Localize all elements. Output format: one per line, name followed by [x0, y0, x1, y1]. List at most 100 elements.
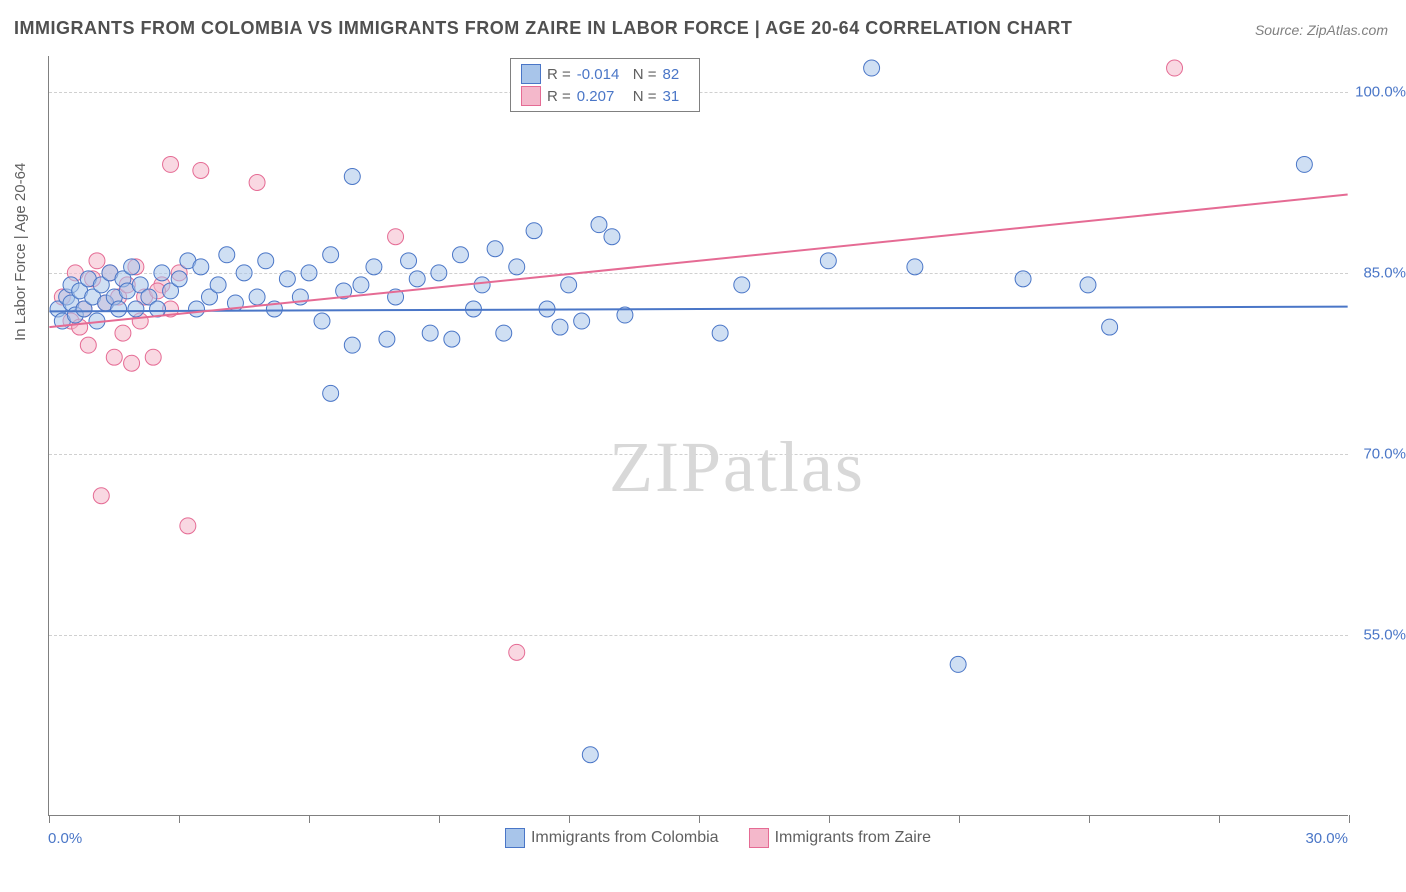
data-point [401, 253, 417, 269]
data-point [171, 271, 187, 287]
data-point [128, 301, 144, 317]
x-tick [439, 815, 440, 823]
data-point [444, 331, 460, 347]
x-tick [49, 815, 50, 823]
data-point [80, 337, 96, 353]
legend-swatch [521, 86, 541, 106]
x-tick [1349, 815, 1350, 823]
data-point [366, 259, 382, 275]
data-point [820, 253, 836, 269]
legend-row: R = 0.207 N = 31 [521, 85, 689, 107]
data-point [431, 265, 447, 281]
x-tick [179, 815, 180, 823]
data-point [154, 265, 170, 281]
plot-area: ZIPatlas 100.0%85.0%70.0%55.0% [48, 56, 1348, 816]
data-point [145, 349, 161, 365]
data-point [314, 313, 330, 329]
data-point [582, 747, 598, 763]
data-point [258, 253, 274, 269]
legend-n-label: N = [633, 66, 657, 83]
data-point [124, 259, 140, 275]
data-point [379, 331, 395, 347]
data-point [1102, 319, 1118, 335]
data-point [193, 259, 209, 275]
data-point [409, 271, 425, 287]
data-point [1167, 60, 1183, 76]
data-point [734, 277, 750, 293]
x-tick [1089, 815, 1090, 823]
legend-swatch [749, 828, 769, 848]
data-point [189, 301, 205, 317]
data-point [388, 229, 404, 245]
x-tick [829, 815, 830, 823]
data-point [474, 277, 490, 293]
data-point [193, 162, 209, 178]
data-point [89, 253, 105, 269]
y-tick-label: 70.0% [1363, 446, 1406, 463]
data-point [1015, 271, 1031, 287]
data-point [236, 265, 252, 281]
data-point [452, 247, 468, 263]
data-point [526, 223, 542, 239]
chart-title: IMMIGRANTS FROM COLOMBIA VS IMMIGRANTS F… [14, 18, 1072, 39]
y-tick-label: 100.0% [1355, 84, 1406, 101]
data-point [591, 217, 607, 233]
legend-series-label: Immigrants from Colombia [531, 829, 719, 846]
data-point [950, 656, 966, 672]
legend-series-label: Immigrants from Zaire [775, 829, 931, 846]
data-point [279, 271, 295, 287]
source-attribution: Source: ZipAtlas.com [1255, 22, 1388, 38]
legend-r-value: -0.014 [577, 66, 627, 83]
data-point [1296, 156, 1312, 172]
scatter-svg [49, 56, 1348, 815]
data-point [907, 259, 923, 275]
data-point [93, 488, 109, 504]
data-point [323, 385, 339, 401]
x-tick [1219, 815, 1220, 823]
data-point [111, 301, 127, 317]
data-point [496, 325, 512, 341]
legend-n-value: 31 [663, 88, 689, 105]
data-point [344, 337, 360, 353]
data-point [210, 277, 226, 293]
data-point [124, 355, 140, 371]
legend-row: R = -0.014 N = 82 [521, 63, 689, 85]
data-point [712, 325, 728, 341]
data-point [574, 313, 590, 329]
y-tick-label: 55.0% [1363, 627, 1406, 644]
data-point [509, 644, 525, 660]
data-point [552, 319, 568, 335]
data-point [344, 168, 360, 184]
y-axis-title: In Labor Force | Age 20-64 [12, 163, 29, 341]
data-point [1080, 277, 1096, 293]
data-point [249, 289, 265, 305]
legend-swatch [505, 828, 525, 848]
legend-r-label: R = [547, 88, 571, 105]
data-point [323, 247, 339, 263]
x-tick [309, 815, 310, 823]
legend-swatch [521, 64, 541, 84]
data-point [487, 241, 503, 257]
x-tick [699, 815, 700, 823]
x-tick [959, 815, 960, 823]
data-point [106, 349, 122, 365]
correlation-legend: R = -0.014 N = 82 R = 0.207 N = 31 [510, 58, 700, 112]
series-legend: Immigrants from Colombia Immigrants from … [0, 828, 1406, 848]
y-tick-label: 85.0% [1363, 265, 1406, 282]
data-point [180, 518, 196, 534]
data-point [422, 325, 438, 341]
data-point [561, 277, 577, 293]
data-point [864, 60, 880, 76]
legend-r-value: 0.207 [577, 88, 627, 105]
legend-n-label: N = [633, 88, 657, 105]
data-point [509, 259, 525, 275]
x-tick [569, 815, 570, 823]
data-point [219, 247, 235, 263]
data-point [163, 156, 179, 172]
legend-n-value: 82 [663, 66, 689, 83]
legend-r-label: R = [547, 66, 571, 83]
data-point [301, 265, 317, 281]
data-point [249, 175, 265, 191]
data-point [353, 277, 369, 293]
data-point [115, 325, 131, 341]
